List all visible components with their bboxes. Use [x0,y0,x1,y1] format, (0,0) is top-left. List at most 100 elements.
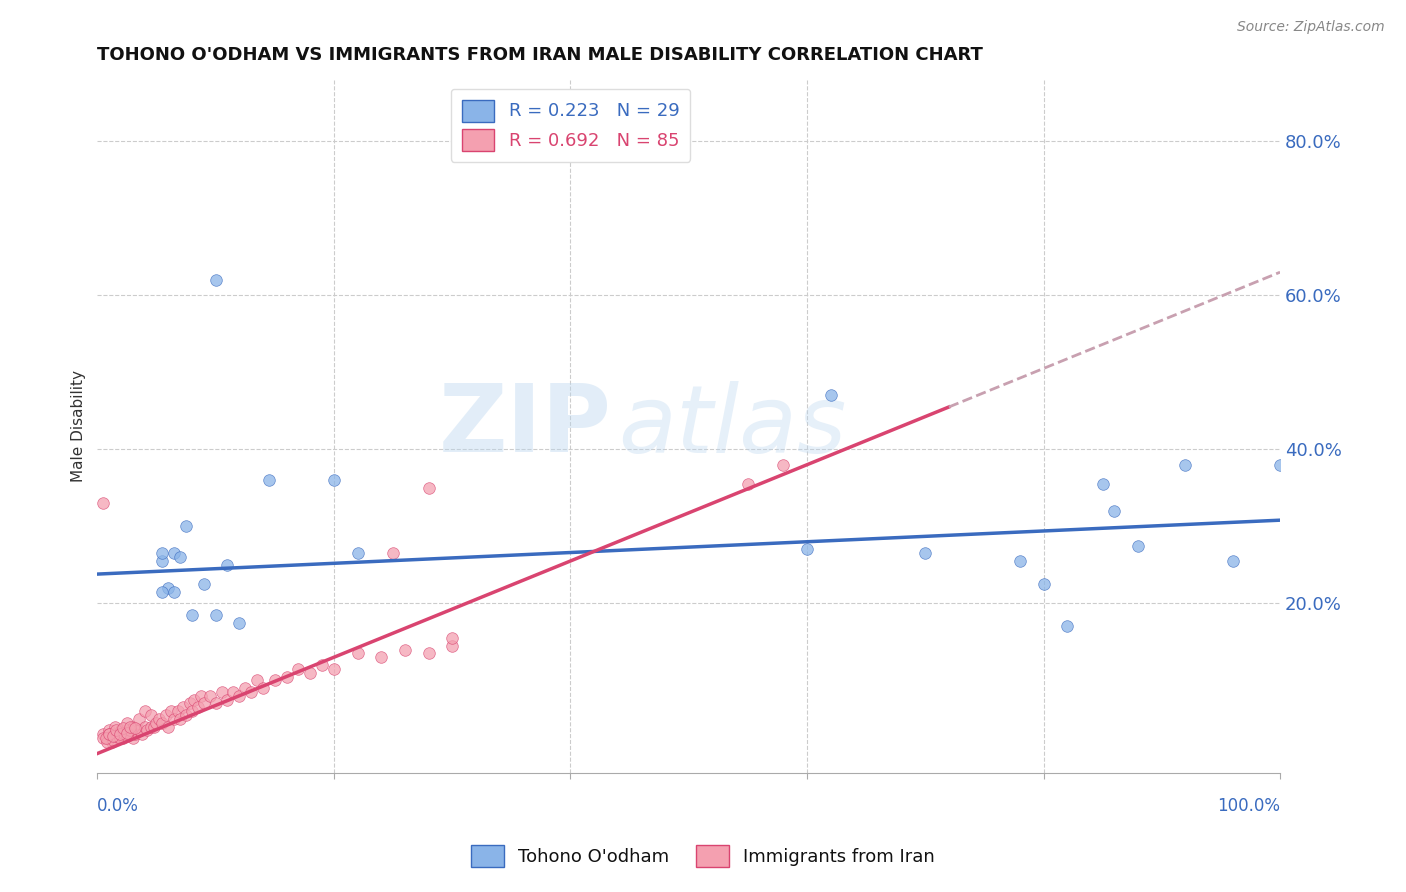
Point [181,704,204,718]
Point [157,581,180,595]
Point [370,650,392,665]
Point [155,708,177,723]
Point [143,720,166,734]
Point [217,692,239,706]
Point [98,723,121,738]
Point [441,631,464,645]
Point [110,723,132,738]
Point [121,720,143,734]
Point [174,708,197,723]
Point [228,615,250,630]
Point [276,669,298,683]
Point [152,715,174,730]
Point [112,731,135,745]
Point [1032,577,1054,591]
Y-axis label: Male Disability: Male Disability [72,370,86,483]
Point [98,727,121,741]
Point [169,712,191,726]
Point [1056,619,1078,633]
Point [441,639,464,653]
Point [96,735,118,749]
Point [1174,458,1197,472]
Point [104,720,127,734]
Point [394,642,416,657]
Point [91,496,114,510]
Point [100,735,122,749]
Point [246,673,269,688]
Point [115,727,138,741]
Point [148,712,170,726]
Point [382,546,405,560]
Point [107,731,129,745]
Point [115,729,138,743]
Text: TOHONO O'ODHAM VS IMMIGRANTS FROM IRAN MALE DISABILITY CORRELATION CHART: TOHONO O'ODHAM VS IMMIGRANTS FROM IRAN M… [97,46,983,64]
Point [257,473,280,487]
Point [252,681,274,695]
Point [145,715,167,730]
Point [1222,554,1244,568]
Point [198,689,221,703]
Point [169,550,191,565]
Point [418,481,440,495]
Point [222,685,245,699]
Point [1008,554,1031,568]
Point [91,731,114,745]
Point [112,721,135,735]
Point [108,731,131,745]
Point [181,607,204,622]
Point [346,647,368,661]
Point [159,704,181,718]
Point [163,584,186,599]
Text: 100.0%: 100.0% [1218,797,1279,815]
Point [772,458,794,472]
Point [1126,539,1149,553]
Point [115,715,138,730]
Point [187,700,209,714]
Point [174,519,197,533]
Text: ZIP: ZIP [439,380,612,472]
Point [211,685,233,699]
Point [204,697,226,711]
Point [112,725,135,739]
Legend: R = 0.223   N = 29, R = 0.692   N = 85: R = 0.223 N = 29, R = 0.692 N = 85 [451,88,690,161]
Point [193,577,215,591]
Point [152,546,174,560]
Point [124,727,146,741]
Point [172,700,194,714]
Point [96,731,118,745]
Point [240,685,263,699]
Point [134,720,156,734]
Point [121,731,143,745]
Point [322,473,344,487]
Point [120,720,142,734]
Point [737,477,759,491]
Point [233,681,256,695]
Point [346,546,368,560]
Point [136,723,159,738]
Point [98,727,121,741]
Point [131,727,153,741]
Legend: Tohono O'odham, Immigrants from Iran: Tohono O'odham, Immigrants from Iran [464,838,942,874]
Point [128,723,150,738]
Point [91,727,114,741]
Point [120,727,142,741]
Point [217,558,239,572]
Point [139,708,162,723]
Point [179,697,201,711]
Point [105,729,128,743]
Point [311,657,333,672]
Point [914,546,936,560]
Point [204,607,226,622]
Point [820,388,842,402]
Text: atlas: atlas [617,381,846,472]
Point [299,665,322,680]
Point [1268,458,1291,472]
Point [157,720,180,734]
Point [1104,504,1126,518]
Point [228,689,250,703]
Point [101,733,124,747]
Point [287,662,309,676]
Point [152,554,174,568]
Point [104,727,127,741]
Point [263,673,285,688]
